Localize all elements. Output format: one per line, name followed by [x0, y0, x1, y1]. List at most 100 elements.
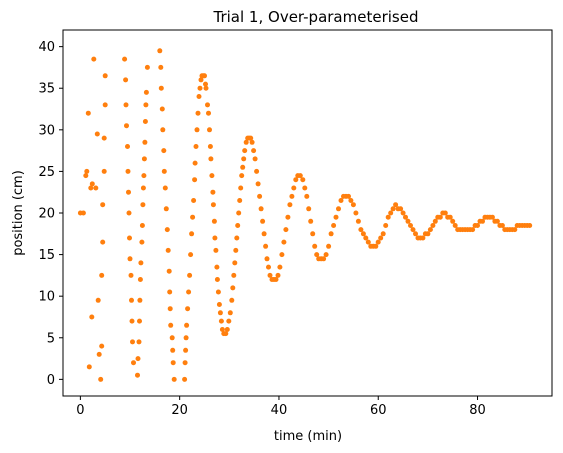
data-point	[452, 223, 458, 228]
data-point	[333, 214, 339, 220]
data-point	[358, 227, 364, 233]
data-point	[304, 193, 310, 199]
data-point	[308, 218, 314, 224]
data-point	[95, 297, 101, 303]
data-point	[300, 177, 306, 183]
data-point	[223, 331, 229, 337]
data-point	[229, 297, 235, 303]
data-point	[346, 193, 351, 199]
data-point	[275, 272, 281, 278]
data-point	[383, 223, 389, 228]
data-point	[183, 347, 189, 353]
data-point	[213, 247, 219, 253]
y-tick-label: 20	[38, 207, 55, 222]
data-point	[170, 347, 176, 353]
data-point	[331, 223, 337, 228]
data-point	[143, 89, 149, 95]
data-point	[410, 227, 416, 233]
data-point	[261, 231, 267, 237]
y-axis-title: position (cm)	[11, 170, 26, 256]
data-point	[365, 239, 371, 245]
data-point	[141, 156, 147, 162]
y-tick-label: 10	[38, 290, 55, 305]
data-point	[140, 185, 146, 191]
data-point	[263, 243, 269, 249]
data-point	[314, 252, 320, 258]
data-point	[398, 206, 404, 212]
data-point	[207, 127, 212, 133]
chart-title: Trial 1, Over-parameterised	[213, 8, 419, 26]
data-point	[217, 310, 223, 316]
y-tick-label: 5	[47, 331, 55, 346]
data-point	[99, 272, 105, 278]
y-tick-label: 0	[47, 373, 55, 388]
data-point	[205, 102, 210, 108]
data-point	[480, 218, 485, 224]
data-point	[203, 81, 208, 87]
x-tick-label: 40	[271, 403, 288, 418]
data-point	[144, 64, 150, 70]
data-point	[89, 314, 95, 320]
data-point	[136, 339, 142, 345]
data-point	[98, 376, 104, 382]
data-point	[143, 102, 149, 108]
x-axis: 0 20 40 60 80	[76, 396, 486, 418]
data-point	[355, 218, 361, 224]
data-point	[158, 85, 164, 91]
data-point	[192, 177, 198, 183]
data-point	[91, 56, 97, 62]
data-point	[277, 264, 283, 270]
data-point	[291, 185, 297, 191]
data-point	[226, 318, 232, 324]
data-point	[297, 173, 303, 179]
data-point	[408, 223, 413, 228]
data-point	[264, 256, 270, 262]
data-point	[350, 202, 356, 208]
data-point	[85, 110, 91, 116]
data-point	[420, 235, 426, 241]
data-point	[127, 235, 132, 241]
data-point	[167, 289, 173, 295]
data-point	[248, 135, 254, 141]
data-point	[139, 239, 145, 245]
data-point	[101, 168, 107, 174]
y-tick-label: 35	[38, 82, 55, 97]
data-point	[128, 272, 134, 278]
data-point	[239, 173, 245, 179]
data-point	[141, 173, 147, 179]
x-tick-label: 20	[171, 403, 188, 418]
data-point	[255, 181, 261, 187]
data-point	[258, 206, 264, 212]
data-point	[183, 335, 189, 341]
data-point	[206, 110, 211, 116]
data-point	[380, 231, 386, 237]
data-point	[130, 339, 135, 345]
data-point	[159, 106, 165, 112]
data-point	[323, 252, 329, 258]
data-point	[100, 202, 106, 208]
data-point	[182, 360, 188, 366]
data-point	[393, 202, 399, 208]
data-point	[202, 73, 207, 79]
data-point	[161, 168, 167, 174]
data-point	[375, 239, 381, 245]
data-point	[237, 198, 243, 203]
data-point	[216, 302, 222, 307]
data-point	[186, 289, 192, 295]
data-point	[193, 144, 199, 149]
data-point	[137, 297, 143, 303]
data-point	[196, 94, 202, 99]
data-point	[251, 148, 257, 154]
data-point	[125, 168, 131, 174]
data-point	[80, 210, 86, 216]
data-point	[232, 260, 238, 266]
data-point	[224, 327, 230, 332]
data-point	[139, 223, 145, 228]
data-point	[137, 277, 143, 282]
y-tick-label: 25	[38, 165, 55, 180]
data-point	[164, 227, 170, 233]
data-point	[101, 135, 107, 141]
data-point	[212, 235, 218, 241]
data-point	[266, 264, 271, 270]
data-point	[99, 343, 105, 349]
